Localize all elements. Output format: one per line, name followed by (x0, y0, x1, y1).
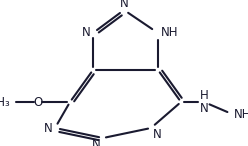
Text: N: N (120, 0, 128, 10)
Text: H: H (200, 89, 208, 102)
Text: N: N (153, 128, 162, 141)
Text: N: N (92, 138, 101, 146)
Text: CH₃: CH₃ (0, 95, 10, 108)
Text: O: O (33, 95, 43, 108)
Text: N: N (44, 121, 53, 134)
Text: N: N (200, 102, 208, 115)
Text: NH: NH (161, 27, 179, 40)
Text: NH₂: NH₂ (234, 107, 248, 120)
Text: N: N (82, 27, 91, 40)
